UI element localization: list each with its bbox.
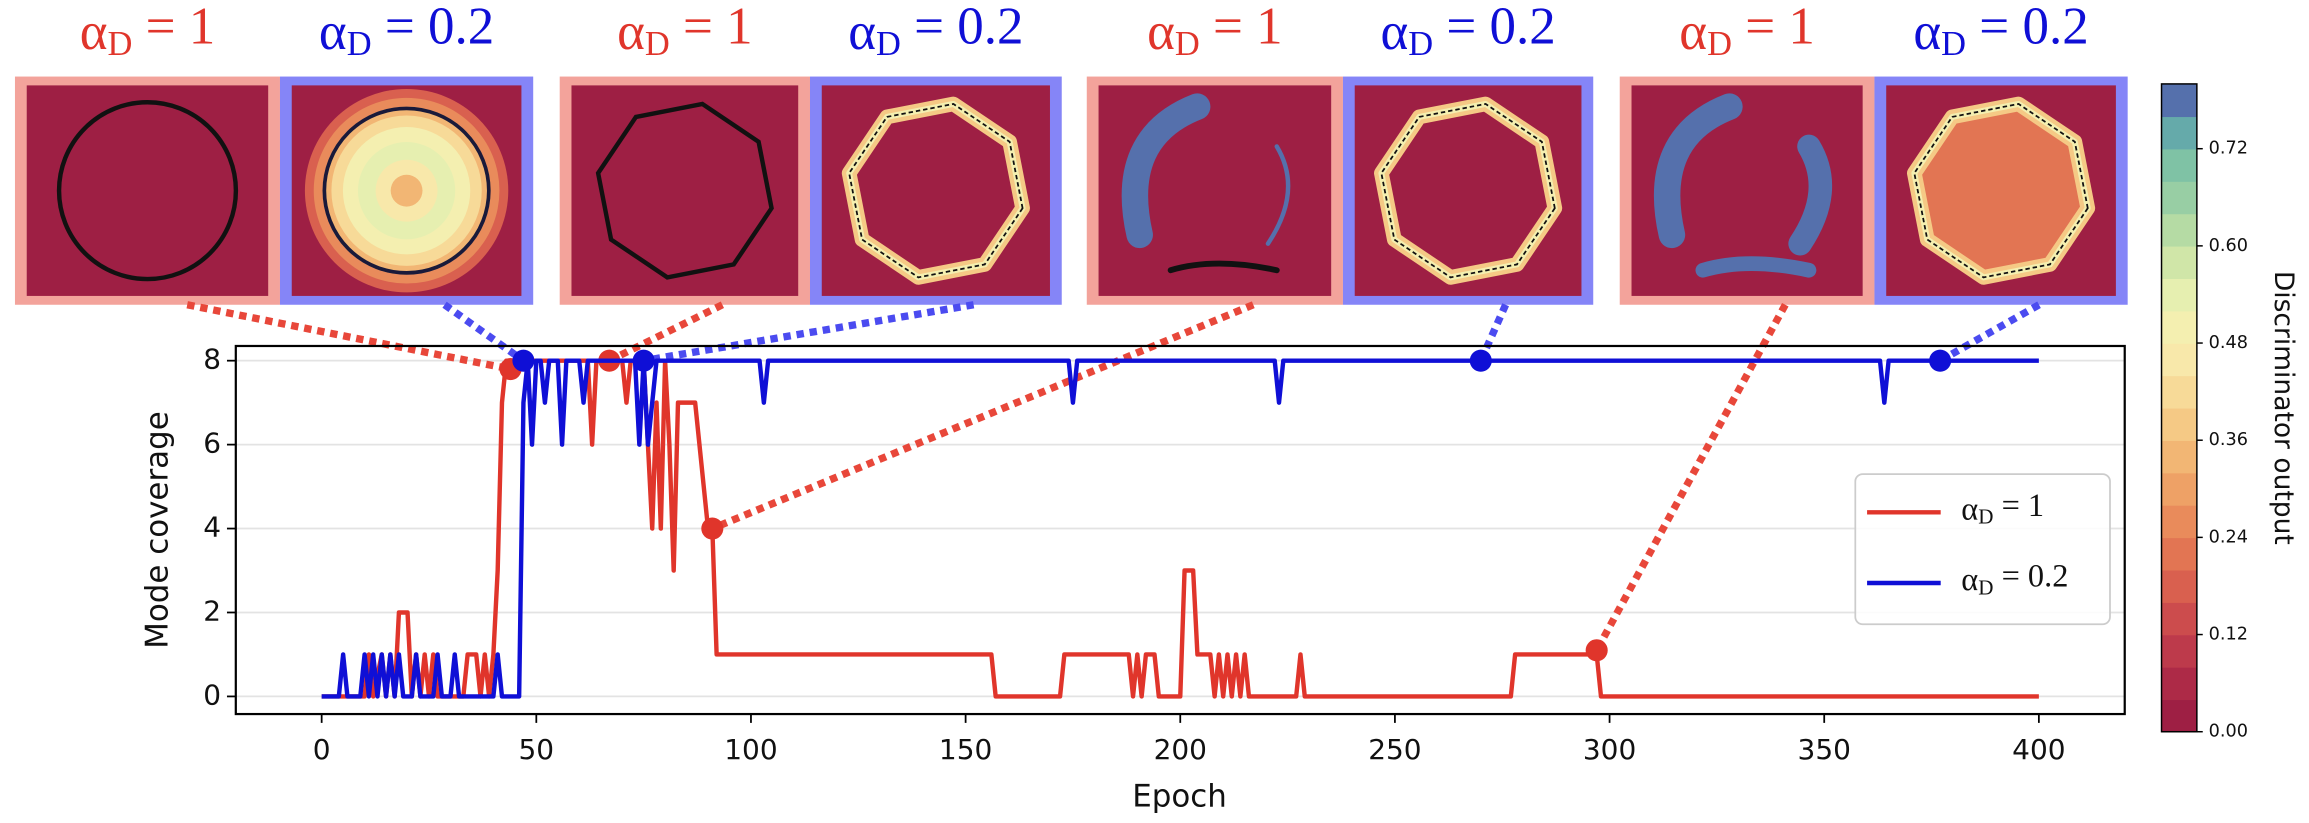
inset-content: [1374, 96, 1563, 285]
legend-box: [1854, 473, 2111, 626]
x-tick-label: 150: [939, 733, 992, 766]
colorbar-band: [2161, 407, 2197, 441]
colorbar-band: [2161, 375, 2197, 409]
inset-trail: [1695, 256, 1817, 278]
inset-image: [1354, 85, 1582, 296]
x-tick-label: 350: [1798, 733, 1851, 766]
colorbar-band: [2161, 666, 2197, 701]
inset-content: [595, 101, 774, 280]
inset-blob: [1265, 144, 1291, 246]
connector: [643, 301, 975, 365]
colorbar-band: [2161, 602, 2197, 636]
inset-content: [1653, 93, 1833, 278]
inset-octagon: [595, 101, 774, 280]
colorbar-frame: [2160, 83, 2198, 733]
connector: [186, 301, 512, 373]
inset-label: αD = 1: [1679, 0, 1815, 63]
colorbar-tick-label: 0.36: [2209, 430, 2248, 450]
x-axis-label: Epoch: [1132, 778, 1227, 814]
connector: [607, 301, 725, 364]
colorbar-band: [2161, 148, 2197, 182]
inset-ring: [56, 100, 239, 282]
inset-level: [390, 174, 423, 207]
plot-frame: [234, 344, 2126, 716]
highlight-marker: [1929, 349, 1952, 372]
inset-label: αD = 0.2: [319, 0, 494, 63]
inset-octagon: [848, 103, 1024, 279]
connector: [1477, 303, 1510, 363]
highlight-marker: [701, 517, 724, 540]
inset-octagon: [1913, 103, 2089, 279]
inset-haze: [1907, 97, 2095, 285]
colorbar-tick-label: 0.72: [2209, 139, 2248, 159]
inset-label: αD = 1: [617, 0, 753, 63]
x-tick-label: 100: [724, 733, 777, 766]
legend-label: αD = 0.2: [1961, 559, 2068, 599]
y-tick-label: 8: [203, 343, 221, 376]
x-tick-label: 300: [1583, 733, 1636, 766]
inset-ring: [322, 106, 491, 275]
inset-content: [841, 96, 1030, 285]
colorbar-band: [2161, 213, 2197, 247]
y-tick-label: 0: [203, 678, 221, 711]
inset-octagon: [1380, 103, 1556, 279]
colorbar-label: Discriminator output: [2268, 271, 2299, 545]
colorbar-band: [2161, 278, 2197, 312]
inset-blob: [1788, 134, 1833, 256]
inset-content: [1906, 96, 2096, 285]
y-tick-label: 2: [203, 594, 221, 627]
y-tick-label: 6: [203, 427, 221, 460]
inset-image: [571, 85, 799, 296]
inset-content: [1121, 93, 1291, 274]
colorbar-tick-label: 0.24: [2209, 527, 2248, 547]
inset-blob: [1121, 93, 1211, 249]
colorbar-band: [2161, 569, 2197, 603]
colorbar-band: [2161, 310, 2197, 344]
highlight-marker: [1469, 349, 1492, 372]
colorbar-tick-label: 0.60: [2209, 236, 2248, 256]
x-tick-label: 200: [1154, 733, 1207, 766]
inset-image: [26, 85, 269, 296]
series-line: [321, 358, 2039, 699]
colorbar-band: [2161, 472, 2197, 506]
inset-label: αD = 1: [80, 0, 216, 63]
x-tick-label: 50: [519, 733, 555, 766]
highlight-marker: [632, 349, 655, 372]
highlight-marker: [512, 349, 535, 372]
legend-label: αD = 1: [1961, 488, 2044, 528]
colorbar-tick-label: 0.00: [2209, 722, 2248, 742]
y-axis-label: Mode coverage: [140, 411, 176, 649]
series-line: [321, 358, 2039, 699]
x-tick-label: 0: [313, 733, 331, 766]
inset-content: [304, 88, 509, 293]
x-tick-label: 250: [1368, 733, 1421, 766]
inset-blob: [1653, 93, 1743, 249]
colorbar-band: [2161, 181, 2197, 215]
highlight-marker: [1585, 639, 1608, 662]
inset-trail: [1167, 260, 1280, 274]
colorbar-band: [2161, 699, 2197, 733]
connector: [1938, 301, 2041, 364]
connector: [1593, 302, 1789, 653]
colorbar-band: [2161, 116, 2197, 150]
colorbar-band: [2161, 634, 2197, 668]
colorbar-band: [2161, 504, 2197, 539]
colorbar-tick-label: 0.48: [2209, 333, 2248, 353]
colorbar-band: [2161, 245, 2197, 279]
inset-content: [56, 100, 239, 282]
inset-label: αD = 0.2: [1913, 0, 2088, 63]
inset-label: αD = 1: [1147, 0, 1283, 63]
colorbar-band: [2161, 343, 2197, 377]
colorbar-band: [2161, 83, 2197, 118]
connector: [710, 301, 1255, 532]
colorbar-band: [2161, 440, 2197, 474]
inset-label: αD = 0.2: [848, 0, 1023, 63]
connector: [442, 301, 526, 364]
inset-label: αD = 0.2: [1380, 0, 1555, 63]
x-tick-label: 400: [2012, 733, 2065, 766]
colorbar-band: [2161, 537, 2197, 571]
y-tick-label: 4: [203, 511, 221, 544]
colorbar-tick-label: 0.12: [2209, 625, 2248, 645]
